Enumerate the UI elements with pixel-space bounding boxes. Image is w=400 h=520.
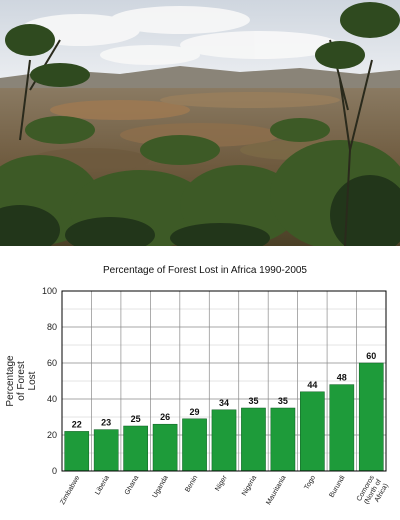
y-axis-label-line-1: Percentage	[5, 355, 16, 407]
category-label-line: Uganda	[151, 474, 169, 499]
category-label-line: Zimbabwe	[59, 474, 81, 506]
bar-niger	[211, 409, 237, 472]
value-label-burundi: 48	[337, 373, 347, 383]
y-tick-20: 20	[47, 430, 57, 440]
category-label-line: Nigeria	[241, 474, 258, 497]
forest-loss-chart: Percentage of Forest Lost in Africa 1990…	[5, 265, 390, 506]
value-label-zimbabwe: 22	[72, 419, 82, 429]
chart-title: Percentage of Forest Lost in Africa 1990…	[103, 265, 307, 276]
bar-zimbabwe	[64, 431, 90, 472]
landscape-photo	[0, 0, 400, 246]
plot-frame	[61, 290, 387, 472]
y-tick-40: 40	[47, 394, 57, 404]
value-label-togo: 44	[307, 380, 317, 390]
value-label-comoros-north-of-africa: 60	[366, 351, 376, 361]
category-label-line: Ghana	[124, 474, 141, 496]
category-label-zimbabwe: Zimbabwe	[59, 474, 81, 506]
bar-liberia	[93, 429, 119, 472]
value-label-benin: 29	[190, 407, 200, 417]
y-axis-label-line-3: Lost	[27, 371, 38, 390]
y-axis-label: Percentage of Forest Lost	[5, 355, 38, 407]
category-labels: Zimbabwe Liberia Ghana Uganda Benin Niger Nige…	[59, 474, 390, 506]
bar-uganda	[152, 423, 178, 472]
category-label-liberia: Liberia	[94, 474, 111, 496]
photo-tree-branches	[19, 39, 373, 246]
category-label-line: Niger	[214, 474, 229, 493]
category-label-ghana: Ghana	[124, 474, 141, 496]
bar-burundi	[329, 384, 355, 472]
category-label-togo: Togo	[303, 474, 317, 491]
value-label-uganda: 26	[160, 412, 170, 422]
bar-togo	[300, 391, 325, 472]
value-label-liberia: 23	[101, 418, 111, 428]
bar-ghana	[123, 425, 148, 472]
y-tick-0: 0	[52, 466, 57, 476]
value-label-nigeria: 35	[248, 396, 258, 406]
y-tick-labels: 0 20 40 60 80 100	[42, 286, 57, 476]
value-label-mauritania: 35	[278, 396, 288, 406]
bar-comoros-north-of-africa	[358, 362, 384, 472]
category-label-line: Burundi	[328, 474, 346, 499]
bar-nigeria	[241, 407, 266, 472]
value-label-ghana: 25	[131, 414, 141, 424]
category-label-burundi: Burundi	[328, 474, 346, 499]
category-label-line: Liberia	[94, 474, 111, 496]
category-label-niger: Niger	[214, 474, 229, 493]
y-tick-80: 80	[47, 322, 57, 332]
category-label-benin: Benin	[184, 474, 199, 493]
category-label-line: Togo	[303, 474, 317, 491]
y-axis-label-line-2: of Forest	[16, 361, 27, 401]
y-tick-60: 60	[47, 358, 57, 368]
y-tick-100: 100	[42, 286, 57, 296]
value-label-niger: 34	[219, 398, 229, 408]
category-label-line: Mauritania	[265, 474, 287, 506]
category-label-nigeria: Nigeria	[241, 474, 258, 497]
category-label-uganda: Uganda	[151, 474, 169, 499]
photo-foreground-leaves	[5, 2, 400, 87]
bar-benin	[182, 418, 207, 472]
photo-trees	[0, 116, 400, 246]
value-labels: 22 23 25 26 29 34 35 35 44 48 60	[72, 351, 377, 429]
category-label-mauritania: Mauritania	[265, 474, 287, 506]
bar-mauritania	[270, 407, 296, 472]
category-label-line: Benin	[184, 474, 199, 493]
bars	[64, 362, 384, 472]
